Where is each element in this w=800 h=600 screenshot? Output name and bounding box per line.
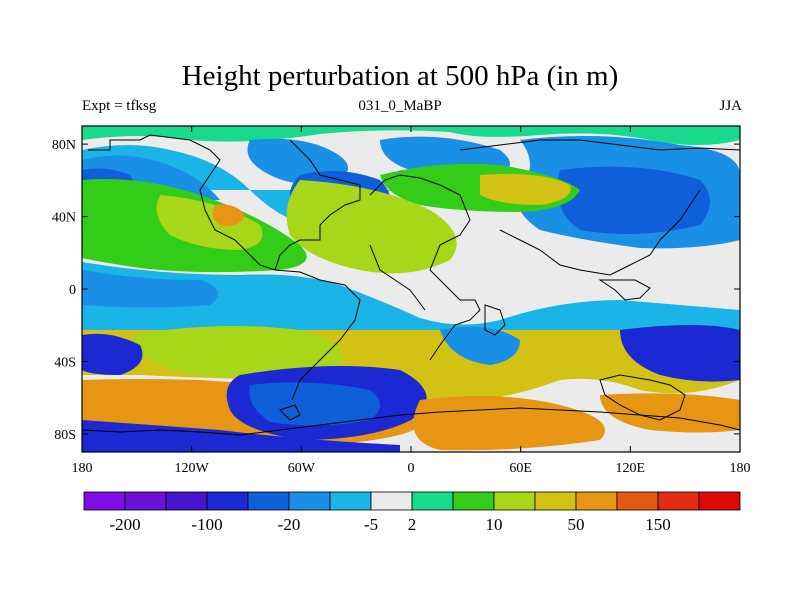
colorbar-box [616,491,659,511]
contour-field [82,126,740,452]
lat-tick-label: 40S [54,355,76,370]
colorbar-box [534,491,577,511]
colorbar-box [370,491,413,511]
colorbar-box [493,491,536,511]
colorbar-box [329,491,372,511]
colorbar-box [657,491,700,511]
colorbar-label: -20 [278,515,301,534]
colorbar-box [288,491,331,511]
lon-tick-label: 180 [730,461,751,476]
lon-tick-label: 0 [408,461,415,476]
lat-tick-label: 0 [69,283,76,298]
colorbar-box [165,491,208,511]
colorbar-box [452,491,495,511]
colorbar-label: -5 [364,515,378,534]
center-string: 031_0_MaBP [358,98,442,114]
lon-tick-label: 120W [175,461,210,476]
colorbar-box [575,491,618,511]
colorbar-label: 10 [486,515,503,534]
plot-title: Height perturbation at 500 hPa (in m) [181,60,619,92]
right-string: JJA [719,98,742,114]
lat-tick-label: 80N [52,138,76,153]
colorbar-label: -200 [109,515,140,534]
lon-tick-label: 60E [509,461,532,476]
lon-tick-label: 180 [72,461,93,476]
colorbar-box [124,491,167,511]
lat-axis: 80N 40N 0 40S 80S [52,138,740,443]
colorbar-label: 2 [408,515,417,534]
coastline [82,134,740,436]
lon-axis: 180 120W 60W 0 60E 120E 180 [72,126,751,476]
colorbar-label: 150 [645,515,671,534]
colorbar-box [247,491,290,511]
colorbar-label: -100 [191,515,222,534]
colorbar: -200 -100 -20 -5 2 10 50 150 [83,491,741,534]
lon-tick-label: 120E [616,461,646,476]
colorbar-box [698,491,741,511]
colorbar-label: 50 [568,515,585,534]
lon-tick-label: 60W [288,461,316,476]
colorbar-box [411,491,454,511]
left-string: Expt = tfksg [82,98,157,114]
colorbar-box [83,491,126,511]
colorbar-box [206,491,249,511]
lat-tick-label: 40N [52,211,76,226]
lat-tick-label: 80S [54,428,76,443]
